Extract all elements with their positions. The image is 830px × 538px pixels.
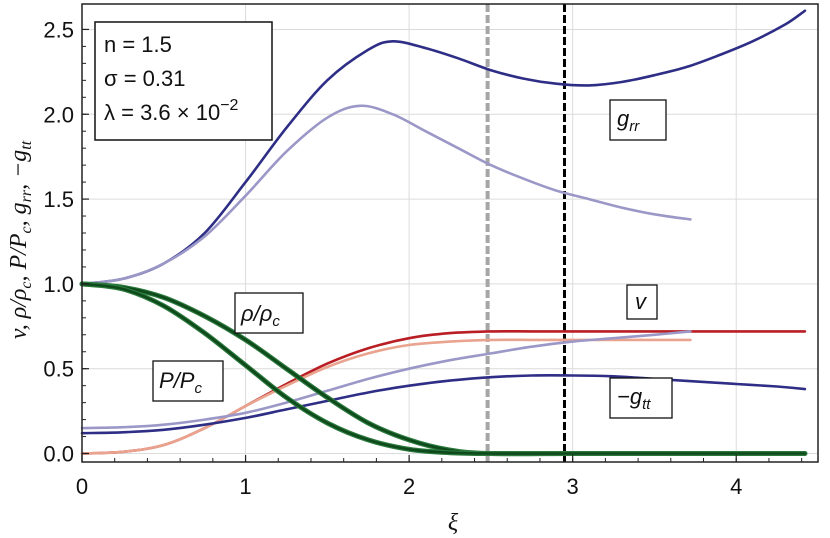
series-line-10: [80, 282, 807, 455]
svg-text:v, ρ/ρc, P/Pc, grr, −gtt: v, ρ/ρc, P/Pc, grr, −gtt: [6, 140, 35, 339]
y-tick-label: 0.0: [43, 442, 74, 467]
y-axis-label: v, ρ/ρc, P/Pc, grr, −gtt: [6, 140, 35, 339]
tag-gtt: −gtt: [609, 377, 673, 419]
x-tick-label: 4: [730, 474, 742, 499]
x-axis-label: ξ: [448, 510, 459, 536]
series-line-5: [80, 330, 692, 430]
parameter-box: n = 1.5 σ = 0.31 λ = 3.6 × 10−2: [94, 21, 273, 141]
vertical-marker-lines: [485, 4, 566, 462]
series-line-2: [80, 104, 692, 286]
param-lambda-exponent: −2: [220, 97, 238, 114]
x-tick-label: 0: [76, 474, 88, 499]
svg-text:λ = 3.6 × 10−2: λ = 3.6 × 10−2: [104, 97, 239, 125]
series-line-1: [80, 9, 807, 286]
param-sigma: σ = 0.31: [104, 66, 185, 91]
param-n: n = 1.5: [104, 32, 172, 57]
y-tick-label: 0.5: [43, 357, 74, 382]
series-line-6: [80, 374, 807, 435]
x-tick-label: 1: [239, 474, 251, 499]
tag-v: v: [626, 284, 658, 320]
x-tick-label: 3: [567, 474, 579, 499]
y-tick-label: 2.5: [43, 17, 74, 42]
y-tick-label: 2.0: [43, 102, 74, 127]
tag-rho: ρ/ρc: [234, 292, 304, 334]
x-tick-label: 2: [403, 474, 415, 499]
series-lines: [79, 9, 808, 457]
param-lambda: λ = 3.6 × 10: [104, 100, 220, 125]
y-tick-label: 1.5: [43, 187, 74, 212]
y-tick-label: 1.0: [43, 272, 74, 297]
tag-P: P/Pc: [152, 360, 224, 402]
x-ticks: 0 1 2 3 4: [76, 455, 803, 499]
svg-text:v: v: [635, 289, 648, 314]
tag-grr: grr: [609, 99, 667, 141]
series-line-4: [80, 338, 692, 455]
y-ticks: 0.0 0.5 1.0 1.5 2.0 2.5: [43, 17, 89, 467]
